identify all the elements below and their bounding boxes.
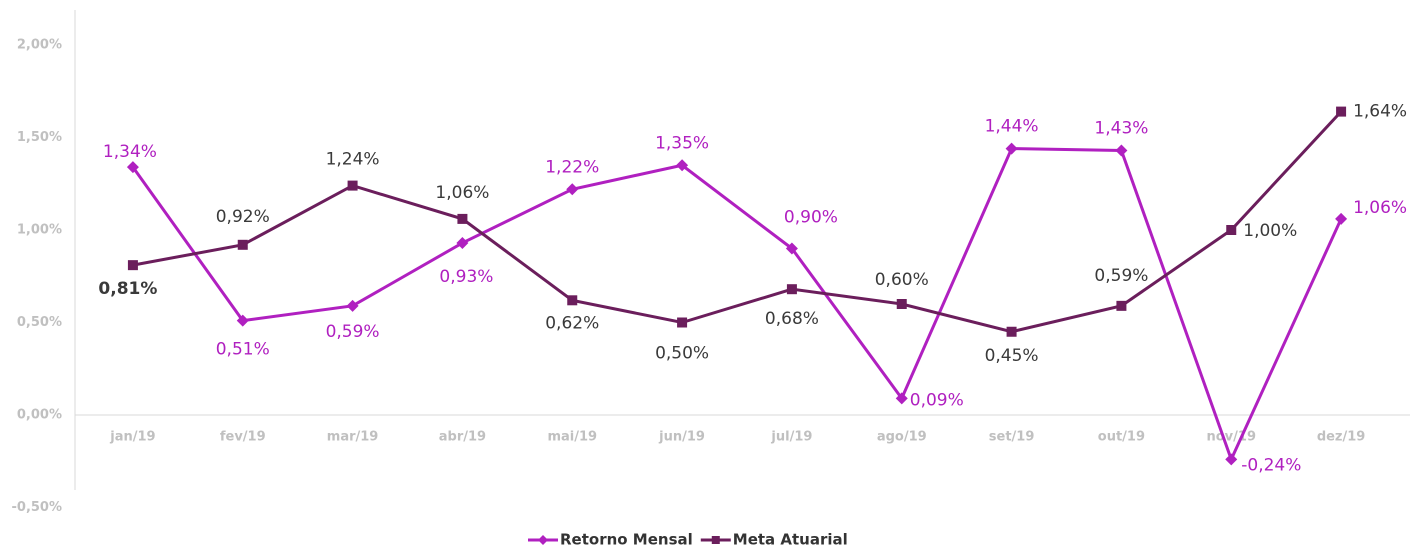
x-tick-label: mai/19 bbox=[547, 430, 597, 445]
x-tick-label: fev/19 bbox=[220, 430, 266, 445]
x-tick-label: set/19 bbox=[989, 430, 1035, 445]
data-label: 0,50% bbox=[655, 344, 709, 364]
data-label: 1,22% bbox=[545, 157, 599, 177]
data-label: 0,90% bbox=[784, 208, 838, 228]
data-label: 0,60% bbox=[875, 270, 929, 290]
marker bbox=[677, 317, 688, 328]
data-label: 0,68% bbox=[765, 309, 819, 329]
data-label: 0,45% bbox=[985, 346, 1039, 366]
x-tick-label: mar/19 bbox=[327, 430, 379, 445]
x-tick-label: dez/19 bbox=[1317, 430, 1366, 445]
marker bbox=[785, 242, 798, 255]
marker bbox=[456, 236, 469, 249]
data-label: -0,24% bbox=[1241, 455, 1301, 475]
legend-marker bbox=[538, 535, 548, 545]
data-label: 0,92% bbox=[216, 207, 270, 227]
data-label: 1,06% bbox=[1353, 198, 1407, 218]
data-label: 1,44% bbox=[985, 117, 1039, 137]
marker bbox=[1226, 225, 1237, 235]
marker bbox=[896, 299, 907, 309]
data-label: 1,64% bbox=[1353, 102, 1407, 122]
marker bbox=[895, 392, 908, 405]
marker bbox=[676, 159, 689, 172]
series-line bbox=[132, 110, 1343, 334]
marker bbox=[1005, 142, 1018, 155]
marker bbox=[1115, 144, 1128, 157]
marker bbox=[566, 183, 579, 196]
data-label: 1,35% bbox=[655, 133, 709, 153]
data-label: 0,09% bbox=[910, 390, 964, 410]
marker bbox=[457, 213, 468, 224]
x-tick-label: jun/19 bbox=[658, 430, 705, 445]
data-label: 0,59% bbox=[1094, 266, 1148, 286]
marker bbox=[1116, 300, 1127, 311]
marker bbox=[1336, 106, 1347, 117]
data-label: 0,93% bbox=[439, 267, 493, 287]
marker bbox=[786, 284, 797, 295]
data-label: 1,43% bbox=[1094, 118, 1148, 138]
marker bbox=[236, 314, 249, 327]
x-tick-label: abr/19 bbox=[439, 430, 486, 445]
x-tick-label: out/19 bbox=[1098, 430, 1145, 445]
y-tick-label: 0,00% bbox=[17, 408, 62, 423]
y-tick-label: 1,00% bbox=[17, 223, 62, 238]
data-label: 0,62% bbox=[545, 313, 599, 333]
x-tick-label: nov/19 bbox=[1207, 430, 1257, 445]
marker bbox=[347, 180, 358, 191]
data-label: 1,24% bbox=[326, 150, 380, 170]
x-tick-label: jul/19 bbox=[770, 430, 812, 445]
legend-label: Meta Atuarial bbox=[733, 531, 848, 549]
legend-label: Retorno Mensal bbox=[560, 531, 693, 549]
y-tick-label: 0,50% bbox=[17, 315, 62, 330]
marker bbox=[1006, 326, 1017, 337]
marker bbox=[1335, 212, 1348, 225]
legend-marker bbox=[711, 536, 720, 544]
data-label: 0,51% bbox=[216, 340, 270, 360]
series-line bbox=[131, 147, 1343, 464]
marker bbox=[237, 239, 248, 250]
y-tick-label: -0,50% bbox=[12, 500, 63, 515]
data-label: 1,34% bbox=[103, 142, 157, 162]
marker bbox=[1225, 453, 1238, 466]
y-tick-label: 2,00% bbox=[17, 38, 62, 53]
marker bbox=[567, 295, 578, 306]
marker bbox=[126, 161, 139, 174]
data-label: 1,00% bbox=[1243, 221, 1297, 241]
marker bbox=[127, 260, 138, 271]
data-label: 0,59% bbox=[326, 322, 380, 342]
x-tick-label: jan/19 bbox=[109, 430, 155, 445]
marker bbox=[346, 299, 359, 312]
y-tick-label: 1,50% bbox=[17, 130, 62, 145]
x-tick-label: ago/19 bbox=[877, 430, 927, 445]
data-label: 1,06% bbox=[435, 183, 489, 203]
data-label: 0,81% bbox=[98, 279, 157, 299]
